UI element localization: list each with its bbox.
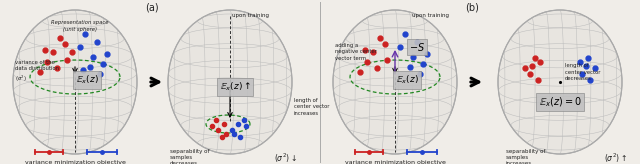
Ellipse shape	[168, 10, 292, 154]
Ellipse shape	[333, 10, 457, 154]
Text: variance minimization objective: variance minimization objective	[24, 160, 125, 164]
Text: separability of
samples
decreases: separability of samples decreases	[170, 149, 209, 164]
Text: $(\sigma^2)\downarrow$: $(\sigma^2)\downarrow$	[274, 152, 297, 164]
Text: $\mathbb{E}_x(z) = 0$: $\mathbb{E}_x(z) = 0$	[539, 95, 581, 109]
Text: $(\sigma^2)\uparrow$: $(\sigma^2)\uparrow$	[604, 152, 627, 164]
Ellipse shape	[498, 10, 622, 154]
Text: variance minimization objective: variance minimization objective	[344, 160, 445, 164]
Text: variance of the
data distribution
$(\sigma^2)$: variance of the data distribution $(\sig…	[15, 60, 59, 84]
Text: (a): (a)	[145, 3, 159, 13]
Ellipse shape	[13, 10, 137, 154]
Ellipse shape	[168, 10, 292, 154]
Ellipse shape	[498, 10, 622, 154]
Text: length of
center vector
decreases: length of center vector decreases	[565, 63, 600, 81]
Ellipse shape	[13, 10, 137, 154]
Text: $\mathbb{E}_x(z)$: $\mathbb{E}_x(z)$	[396, 74, 419, 86]
Text: upon training: upon training	[412, 13, 449, 18]
Text: separability of
samples
increases: separability of samples increases	[506, 149, 545, 164]
Text: adding a
negative center
vector term: adding a negative center vector term	[335, 43, 377, 61]
Text: Representation space
(unit sphere): Representation space (unit sphere)	[51, 20, 109, 32]
Text: (b): (b)	[465, 3, 479, 13]
Text: $\mathbb{E}_x(z)\uparrow$: $\mathbb{E}_x(z)\uparrow$	[220, 81, 250, 93]
Ellipse shape	[333, 10, 457, 154]
Text: length of
center vector
increases: length of center vector increases	[294, 98, 330, 116]
Text: $-S$: $-S$	[409, 41, 425, 53]
Text: upon training: upon training	[232, 13, 269, 18]
Text: $\mathbb{E}_x(z)$: $\mathbb{E}_x(z)$	[76, 74, 99, 86]
